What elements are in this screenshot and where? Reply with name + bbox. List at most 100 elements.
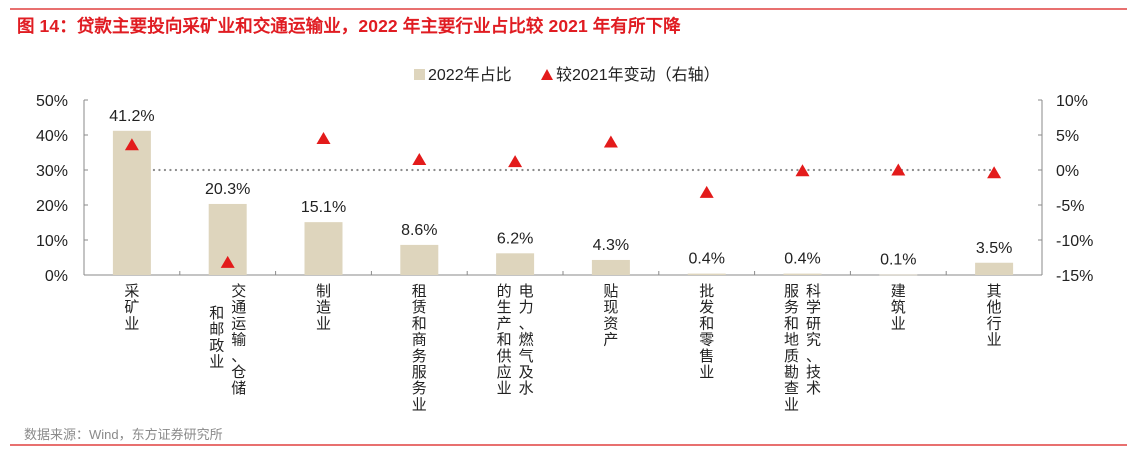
left-axis-tick-label: 20% [36,198,68,215]
category-label-char: 通 [231,299,246,316]
bar-data-label: 8.6% [401,222,437,239]
bar [591,259,630,275]
bar-data-label: 0.4% [688,251,724,268]
category-label-char: 租 [412,283,427,300]
category-label-char: 务 [784,299,799,316]
category-label-char: 采 [124,283,139,300]
bar-data-label: 4.3% [593,237,629,254]
category-label-char: 零 [699,332,714,349]
category-label-char: 输 [231,332,246,349]
bar-data-label: 15.1% [301,199,346,216]
legend-label-triangle: 较2021年变动（右轴） [556,66,720,84]
category-labels: 采矿业交通运输、仓储和邮政业制造业租赁和商务服务业电力、燃气及水的生产和供应业贴… [124,282,1001,413]
category-label-char: 业 [316,315,331,332]
left-axis-tick-label: 30% [36,163,68,180]
category-label-char: 发 [699,299,714,316]
category-label-char: 他 [987,299,1002,316]
category-label-char: 业 [784,396,799,413]
data-source-note: 数据来源：Wind，东方证券研究所 [24,427,223,442]
right-axis-tick-label: 0% [1056,163,1079,180]
category-label-char: 及 [519,364,534,381]
category-label-char: 赁 [412,299,427,316]
triangle-marker [316,132,331,144]
bottom-rule [10,444,1127,446]
category-label-char: 行 [987,315,1002,332]
category-label-char: 力 [519,299,534,316]
bar [687,273,726,275]
category-label-line: 租赁和商务服务业 [412,283,427,413]
category-label-char: 业 [209,354,224,371]
category-label-char: 筑 [891,299,906,316]
category-label-char: 业 [124,315,139,332]
category-label-char: 科 [806,283,821,300]
triangle-marker [891,163,906,176]
left-axis-tick-label: 0% [45,268,68,285]
category-label-line: 科学研究、技术 [806,283,821,397]
bar-data-label: 0.1% [880,252,916,269]
category-label-char: 贴 [603,283,618,300]
right-axis-tick-label: -10% [1056,233,1093,250]
category-label-char: 气 [519,348,534,365]
triangle-marker [987,166,1002,179]
category-label-line: 制造业 [316,283,331,332]
category-label-char: 现 [603,299,618,316]
legend: 2022年占比 较2021年变动（右轴） [414,66,720,84]
category-label-char: 和 [784,315,799,332]
category-label-line: 采矿业 [124,283,139,332]
category-label-line: 服务和地质勘查业 [784,283,799,413]
category-label-char: 运 [231,315,246,332]
category-label-char: 商 [412,332,427,349]
bar-data-label: 41.2% [109,108,154,125]
bar [783,273,822,275]
category-label-line: 建筑业 [891,283,906,332]
category-label-line: 贴现资产 [603,283,618,349]
triangle-marker [508,155,523,168]
category-label-char: 质 [784,348,799,365]
category-label-char: 水 [519,380,534,397]
legend-swatch-triangle [541,69,553,80]
category-label-char: 的 [497,283,512,300]
category-label-char: 建 [891,283,906,300]
category-label-char: 电 [519,283,534,300]
category-label-char: 和 [699,315,714,332]
category-label-char: 资 [603,315,618,332]
category-label-char: 究 [806,332,821,349]
bar [879,274,918,276]
bar-series [112,130,1014,276]
category-label-char: 和 [497,332,512,349]
right-axis-tick-label: -5% [1056,198,1084,215]
category-label-char: 供 [497,348,512,365]
category-label-char: 研 [806,315,821,332]
bar-data-label: 3.5% [976,240,1012,257]
category-label-char: 业 [987,332,1002,349]
category-label-char: 制 [316,283,331,300]
category-label-char: 和 [412,315,427,332]
category-label-char: 仓 [231,364,246,381]
triangle-series [124,132,1002,268]
left-axis-tick-label: 40% [36,128,68,145]
category-label-char: 、 [231,348,246,365]
triangle-marker [603,135,618,148]
category-label-char: 务 [412,380,427,397]
right-axis-tick-label: 5% [1056,128,1079,145]
bar [975,262,1014,275]
bar [400,244,439,275]
bar [304,222,343,275]
category-label-char: 燃 [519,331,534,349]
bar-data-label: 0.4% [784,251,820,268]
category-label-char: 生 [497,299,512,316]
category-label-char: 、 [519,315,534,332]
bar [112,130,151,275]
triangle-marker [699,185,714,198]
category-label-char: 批 [699,283,714,300]
category-label-char: 技 [806,364,821,381]
category-label-char: 造 [316,299,331,316]
category-label-char: 、 [806,348,821,365]
category-label-char: 应 [497,363,512,381]
category-label-line: 的生产和供应业 [497,283,512,397]
left-axis-tick-labels: 0% 10% 20% 30% 40% 50% [36,93,68,285]
category-label-char: 服 [784,283,799,300]
right-axis-tick-label: -15% [1056,268,1093,285]
category-label-char: 业 [699,364,714,381]
bar [496,253,535,275]
